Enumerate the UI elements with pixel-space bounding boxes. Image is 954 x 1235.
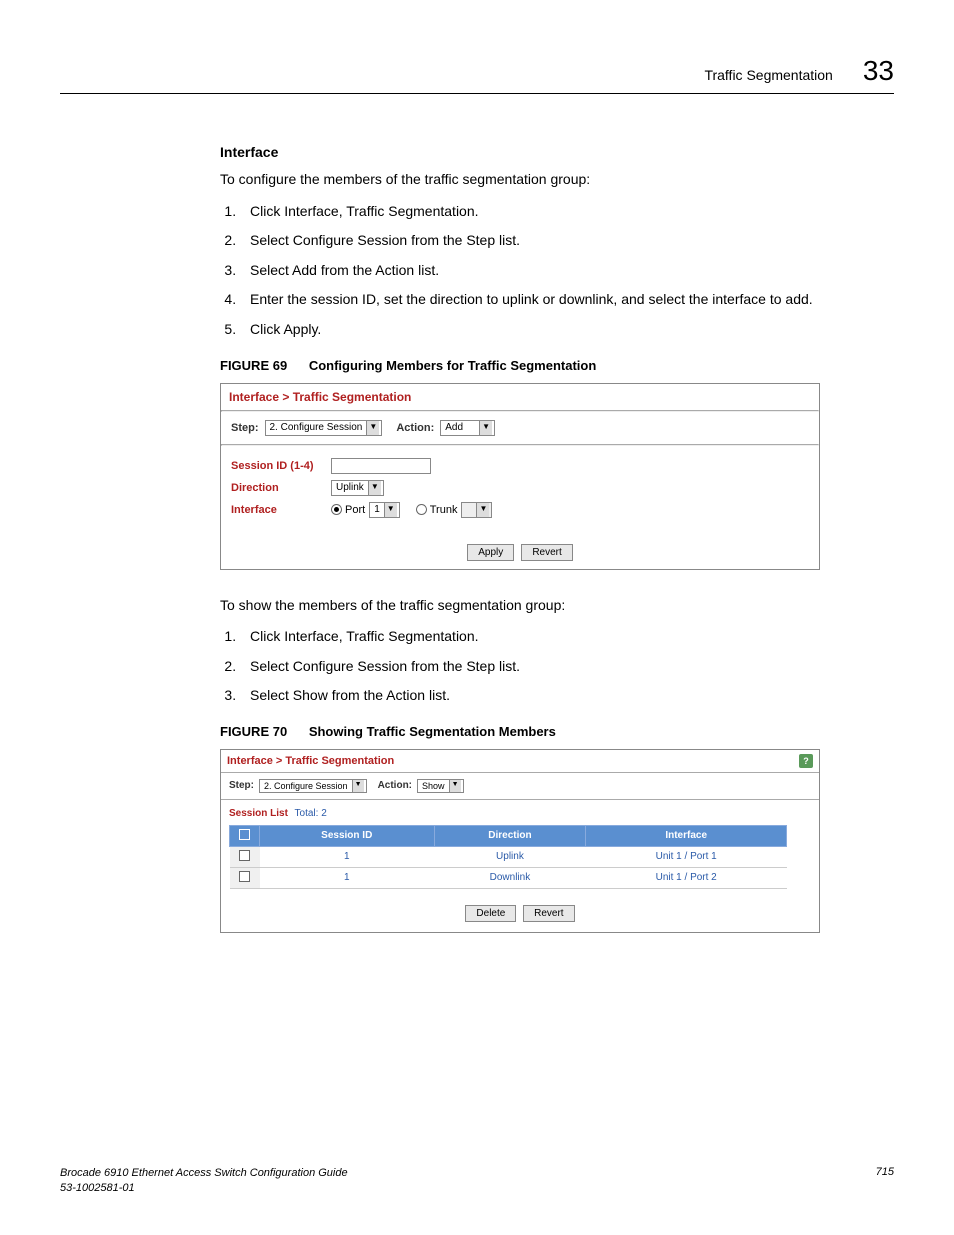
fig69-sessionid-label: Session ID (1-4): [231, 460, 331, 472]
step-item: Select Add from the Action list.: [240, 261, 884, 281]
fig70-toprow: Step: 2. Configure Session ▼ Action: Sho…: [221, 772, 819, 800]
fig69-sessionid-input[interactable]: [331, 458, 431, 474]
step-item: Select Configure Session from the Step l…: [240, 231, 884, 251]
dropdown-arrow-icon: ▼: [368, 481, 381, 495]
intro-text-1: To configure the members of the traffic …: [220, 170, 884, 190]
fig70-delete-button[interactable]: Delete: [465, 905, 516, 922]
fig70-step-value: 2. Configure Session: [264, 781, 348, 791]
fig70-revert-button[interactable]: Revert: [523, 905, 574, 922]
step-item: Select Show from the Action list.: [240, 686, 884, 706]
step-item: Select Configure Session from the Step l…: [240, 657, 884, 677]
fig69-breadcrumb: Interface > Traffic Segmentation: [221, 384, 819, 410]
dropdown-arrow-icon: ▼: [449, 780, 461, 792]
dropdown-arrow-icon: ▼: [384, 503, 397, 517]
cell-sessionid: 1: [260, 867, 435, 888]
step-item: Click Interface, Traffic Segmentation.: [240, 202, 884, 222]
fig69-step-dropdown[interactable]: 2. Configure Session ▼: [265, 420, 383, 436]
header-chapter: 33: [863, 55, 894, 87]
footer-guide: Brocade 6910 Ethernet Access Switch Conf…: [60, 1166, 348, 1180]
step-item: Click Apply.: [240, 320, 884, 340]
figure69-panel: Interface > Traffic Segmentation Step: 2…: [220, 383, 820, 570]
fig69-port-value: 1: [374, 504, 380, 515]
fig69-port-label: Port: [345, 504, 365, 516]
fig70-breadcrumb: Interface > Traffic Segmentation: [227, 755, 394, 767]
intro-text-2: To show the members of the traffic segme…: [220, 596, 884, 616]
figure69-title: Configuring Members for Traffic Segmenta…: [309, 358, 596, 373]
fig69-step-label: Step:: [231, 422, 259, 434]
figure70-title: Showing Traffic Segmentation Members: [309, 724, 556, 739]
page-header: Traffic Segmentation 33: [60, 55, 894, 94]
fig69-revert-button[interactable]: Revert: [521, 544, 572, 561]
fig69-toprow: Step: 2. Configure Session ▼ Action: Add…: [221, 412, 819, 444]
fig69-direction-value: Uplink: [336, 482, 364, 493]
fig70-action-label: Action:: [378, 780, 412, 791]
fig70-sessionlist-total: Total: 2: [295, 808, 327, 819]
help-icon[interactable]: ?: [799, 754, 813, 768]
fig69-action-value: Add: [445, 422, 463, 433]
fig69-action-label: Action:: [396, 422, 434, 434]
table-row: 1 Uplink Unit 1 / Port 1: [230, 846, 787, 867]
footer-docnum: 53-1002581-01: [60, 1181, 348, 1195]
fig69-step-value: 2. Configure Session: [270, 422, 363, 433]
cell-interface: Unit 1 / Port 1: [586, 846, 787, 867]
fig70-step-dropdown[interactable]: 2. Configure Session ▼: [259, 779, 367, 793]
fig69-interface-label: Interface: [231, 504, 331, 516]
cell-direction: Downlink: [434, 867, 586, 888]
step-item: Click Interface, Traffic Segmentation.: [240, 627, 884, 647]
fig69-trunk-radio[interactable]: [416, 504, 427, 515]
figure70-caption: FIGURE 70 Showing Traffic Segmentation M…: [220, 724, 884, 739]
dropdown-arrow-icon: ▼: [352, 780, 364, 792]
footer-page: 715: [876, 1166, 894, 1195]
table-header-sessionid: Session ID: [260, 825, 435, 846]
fig69-action-dropdown[interactable]: Add ▼: [440, 420, 495, 436]
fig69-trunk-dropdown[interactable]: ▼: [461, 502, 492, 518]
table-header-interface: Interface: [586, 825, 787, 846]
fig70-table: Session ID Direction Interface 1 Uplink …: [229, 825, 787, 889]
figure69-caption: FIGURE 69 Configuring Members for Traffi…: [220, 358, 884, 373]
fig69-port-radio[interactable]: [331, 504, 342, 515]
fig69-trunk-label: Trunk: [430, 504, 458, 516]
steps-list-2: Click Interface, Traffic Segmentation. S…: [220, 627, 884, 706]
dropdown-arrow-icon: ▼: [476, 503, 489, 517]
cell-interface: Unit 1 / Port 2: [586, 867, 787, 888]
select-all-checkbox[interactable]: [239, 829, 250, 840]
fig69-apply-button[interactable]: Apply: [467, 544, 514, 561]
cell-sessionid: 1: [260, 846, 435, 867]
table-header-checkbox: [230, 825, 260, 846]
fig70-sessionlist-label: Session List: [229, 808, 288, 819]
row-checkbox[interactable]: [239, 850, 250, 861]
figure70-label: FIGURE 70: [220, 724, 287, 739]
figure69-label: FIGURE 69: [220, 358, 287, 373]
page-footer: Brocade 6910 Ethernet Access Switch Conf…: [60, 1166, 894, 1195]
table-header-direction: Direction: [434, 825, 586, 846]
fig69-port-dropdown[interactable]: 1 ▼: [369, 502, 400, 518]
dropdown-arrow-icon: ▼: [479, 421, 492, 435]
dropdown-arrow-icon: ▼: [366, 421, 379, 435]
cell-direction: Uplink: [434, 846, 586, 867]
header-title: Traffic Segmentation: [704, 67, 832, 83]
step-item: Enter the session ID, set the direction …: [240, 290, 884, 310]
figure70-panel: Interface > Traffic Segmentation ? Step:…: [220, 749, 820, 933]
row-checkbox[interactable]: [239, 871, 250, 882]
table-row: 1 Downlink Unit 1 / Port 2: [230, 867, 787, 888]
fig69-direction-label: Direction: [231, 482, 331, 494]
fig70-action-value: Show: [422, 781, 445, 791]
fig70-session-list-line: Session List Total: 2: [221, 800, 819, 823]
fig69-direction-dropdown[interactable]: Uplink ▼: [331, 480, 384, 496]
steps-list-1: Click Interface, Traffic Segmentation. S…: [220, 202, 884, 340]
section-heading-interface: Interface: [220, 144, 884, 160]
fig70-action-dropdown[interactable]: Show ▼: [417, 779, 464, 793]
fig70-step-label: Step:: [229, 780, 254, 791]
